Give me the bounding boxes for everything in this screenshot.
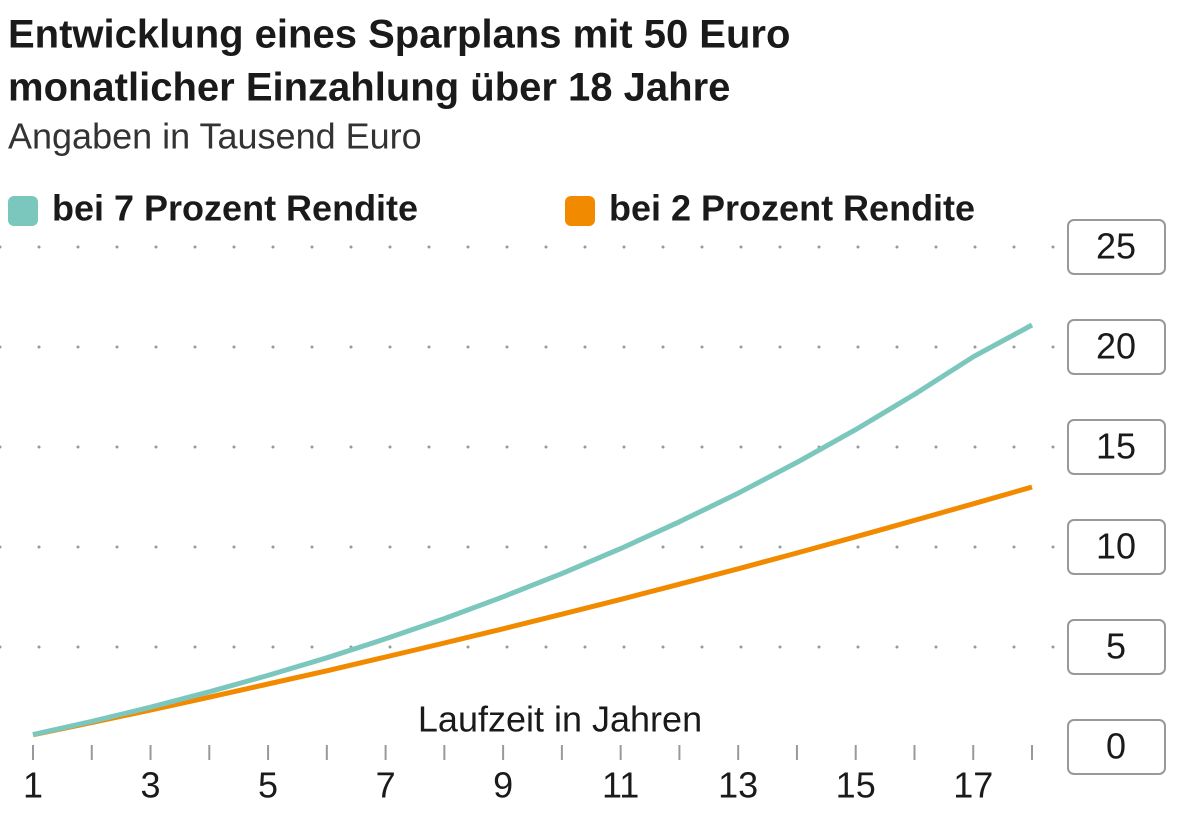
x-tick-label: 11 bbox=[602, 765, 639, 806]
y-tick-label: 10 bbox=[1096, 526, 1136, 567]
x-tick-label: 17 bbox=[953, 765, 993, 806]
chart-title: Entwicklung eines Sparplans mit 50 Euro bbox=[8, 13, 790, 57]
x-tick-label: 3 bbox=[141, 765, 161, 806]
y-tick-label: 20 bbox=[1096, 326, 1136, 367]
y-tick-label: 15 bbox=[1096, 426, 1136, 467]
y-tick-label: 0 bbox=[1106, 726, 1126, 767]
legend-swatch bbox=[8, 196, 38, 226]
y-tick-box bbox=[1067, 319, 1166, 375]
y-tick-box bbox=[1067, 519, 1166, 575]
x-tick-label: 5 bbox=[258, 765, 278, 806]
y-tick-box bbox=[1067, 619, 1166, 675]
y-tick-box bbox=[1067, 719, 1166, 775]
chart-title: monatlicher Einzahlung über 18 Jahre bbox=[8, 66, 730, 110]
line bbox=[32, 484, 1033, 738]
legend-swatch bbox=[565, 196, 595, 226]
x-tick-label: 13 bbox=[718, 765, 758, 806]
x-tick-label: 15 bbox=[836, 765, 876, 806]
chart-subtitle: Angaben in Tausend Euro bbox=[8, 116, 422, 157]
y-tick-box bbox=[1067, 419, 1166, 475]
y-tick-box bbox=[1067, 219, 1166, 275]
legend-label: bei 2 Prozent Rendite bbox=[609, 188, 975, 229]
x-tick-label: 7 bbox=[376, 765, 396, 806]
line bbox=[32, 322, 1034, 738]
x-tick-label: 1 bbox=[23, 765, 43, 806]
legend-label: bei 7 Prozent Rendite bbox=[52, 188, 418, 229]
y-tick-label: 5 bbox=[1106, 626, 1126, 667]
x-axis-label: Laufzeit in Jahren bbox=[418, 699, 702, 740]
x-tick-label: 9 bbox=[493, 765, 513, 806]
y-tick-label: 25 bbox=[1096, 226, 1136, 267]
